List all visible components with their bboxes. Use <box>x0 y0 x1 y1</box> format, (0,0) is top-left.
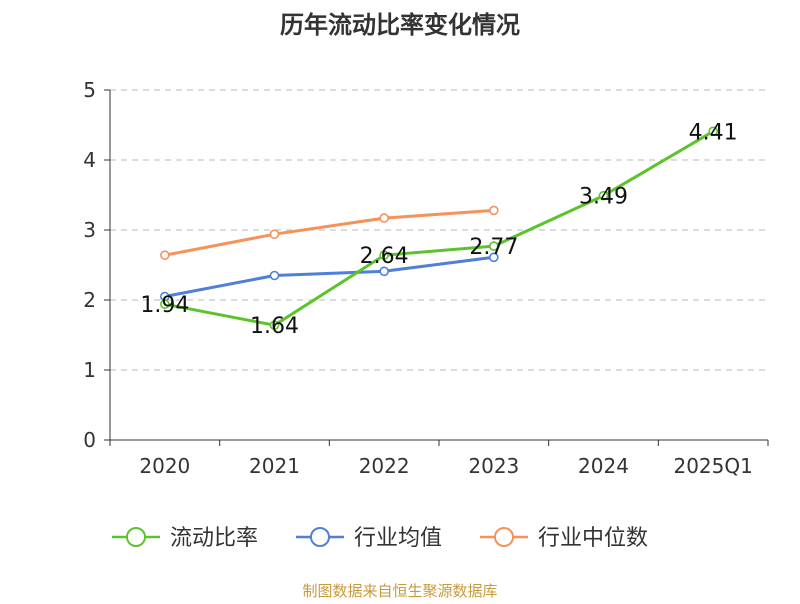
y-tick-label: 2 <box>83 288 96 312</box>
legend-item-1: 行业均值 <box>296 526 442 551</box>
legend: 流动比率 行业均值 行业中位数 <box>112 526 648 551</box>
x-tick-label: 2024 <box>578 454 629 478</box>
chart-title: 历年流动比率变化情况 <box>280 11 520 39</box>
data-point <box>269 229 280 239</box>
data-point <box>489 252 499 263</box>
data-label: 4.41 <box>689 120 738 145</box>
legend-label: 行业中位数 <box>538 526 648 551</box>
data-label: 3.49 <box>579 185 628 210</box>
y-tick-label: 4 <box>83 148 96 172</box>
legend-item-0: 流动比率 <box>112 526 258 551</box>
legend-item-2: 行业中位数 <box>480 526 648 551</box>
series-line-1 <box>164 255 494 298</box>
legend-marker <box>310 527 330 547</box>
y-tick-label: 5 <box>83 78 96 102</box>
legend-marker <box>126 527 146 547</box>
y-tick-label: 3 <box>83 218 96 242</box>
data-point <box>489 205 499 216</box>
data-point <box>160 250 170 260</box>
x-tick-label: 2020 <box>139 454 190 478</box>
grid-layer <box>110 89 768 371</box>
y-tick-label: 1 <box>83 358 96 382</box>
series-layer <box>160 126 718 331</box>
data-point <box>598 190 609 201</box>
source-note: 制图数据来自恒生聚源数据库 <box>302 582 497 600</box>
data-point <box>269 320 280 331</box>
legend-label: 流动比率 <box>170 526 258 551</box>
x-tick-label: 2023 <box>468 454 519 478</box>
data-label: 2.77 <box>469 235 518 260</box>
data-point <box>379 266 389 277</box>
x-tick-label: 2022 <box>359 454 410 478</box>
axis-layer: 0 1 2 3 4 5 2020 2021 2022 2023 2024 2025Q1 <box>83 78 769 478</box>
data-point <box>379 250 389 260</box>
data-label: 1.64 <box>250 314 299 339</box>
x-tick-label: 2025Q1 <box>673 454 752 478</box>
x-tick-label: 2021 <box>249 454 300 478</box>
y-tick-label: 0 <box>83 428 96 452</box>
legend-label: 行业均值 <box>354 526 442 551</box>
data-point <box>708 126 718 137</box>
series-line-2 <box>164 208 494 257</box>
data-label: 2.64 <box>360 244 409 269</box>
data-label: 1.94 <box>140 293 189 318</box>
data-point <box>379 213 389 223</box>
data-point <box>269 270 280 281</box>
data-point <box>160 299 170 310</box>
data-point <box>489 241 499 251</box>
legend-marker <box>494 527 514 547</box>
series-line-0 <box>164 130 714 327</box>
data-label-layer: 1.94 1.64 2.64 2.77 3.49 4.41 <box>140 120 737 339</box>
